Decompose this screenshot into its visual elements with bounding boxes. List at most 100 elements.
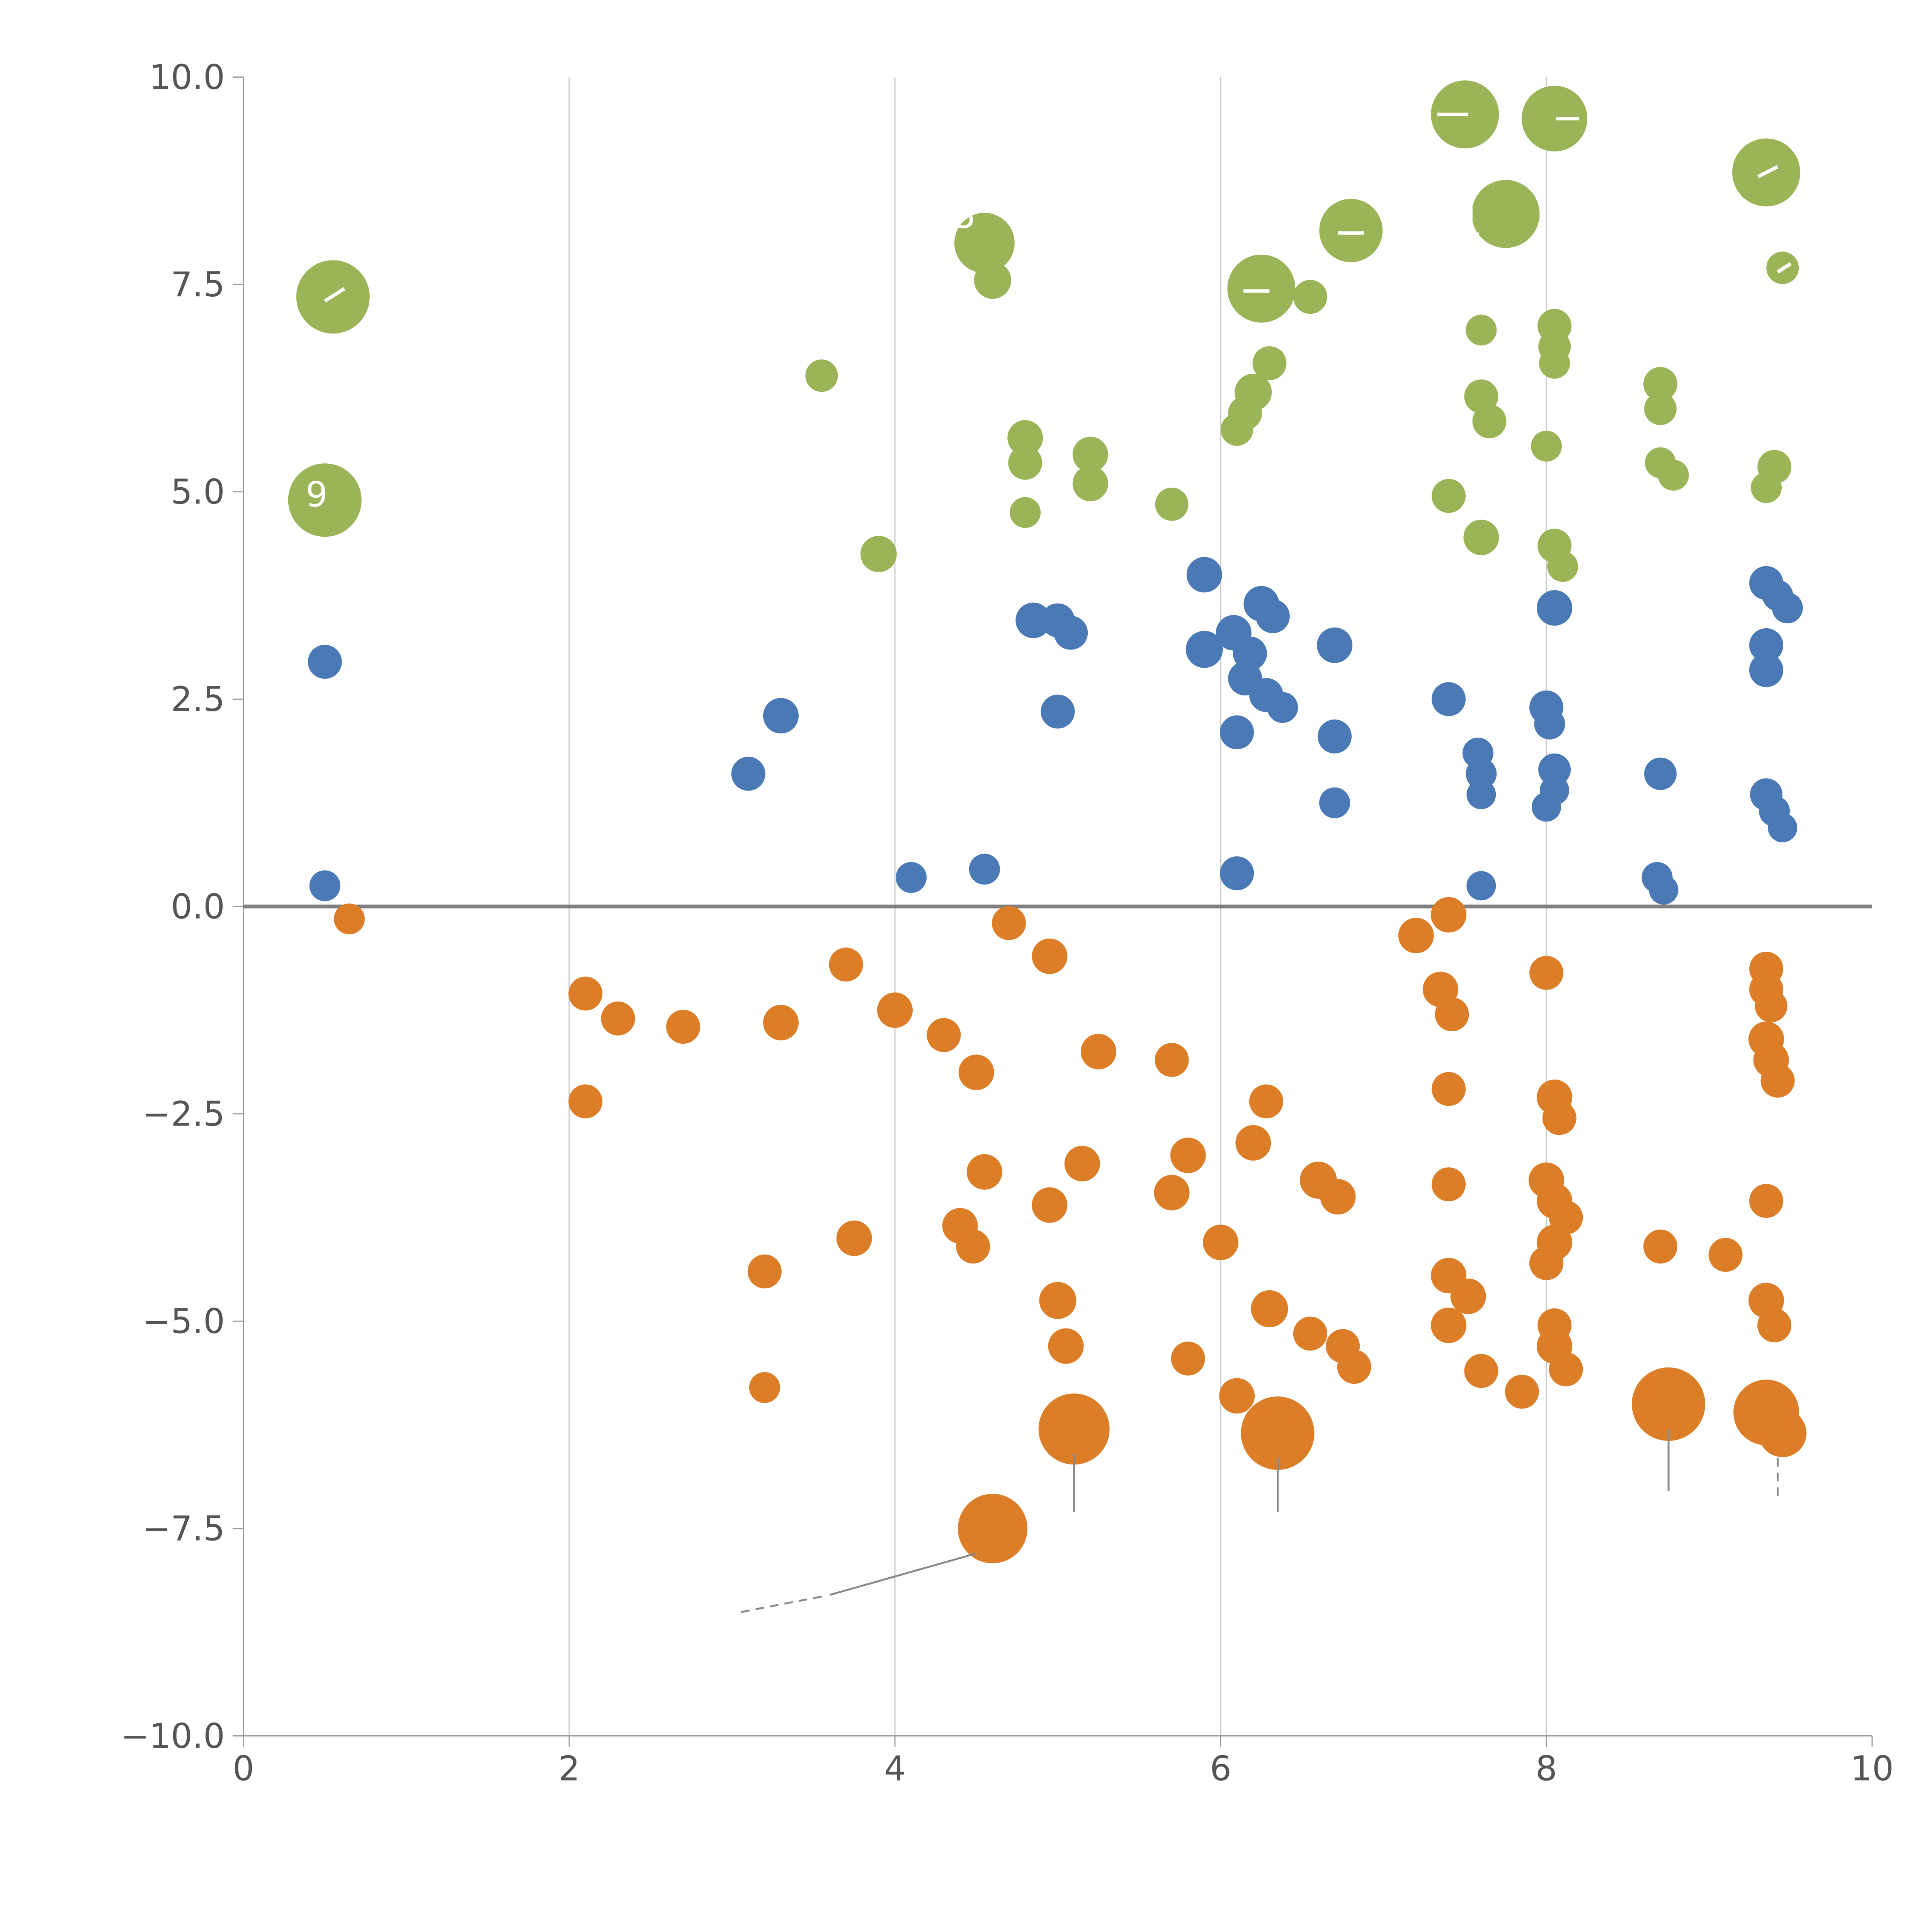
data-point-group-green bbox=[1658, 459, 1689, 491]
data-point-group-orange bbox=[1435, 997, 1469, 1032]
data-point-group-orange bbox=[1632, 1367, 1706, 1441]
data-point-group-orange bbox=[1171, 1341, 1205, 1376]
data-point-group-orange bbox=[966, 1154, 1002, 1190]
data-point-group-green bbox=[1547, 551, 1578, 582]
data-point-group-blue bbox=[1185, 631, 1223, 668]
data-point-group-orange bbox=[1154, 1175, 1190, 1211]
data-point-group-orange bbox=[1219, 1378, 1255, 1414]
data-point-group-orange bbox=[1039, 1282, 1077, 1319]
data-point-group-green bbox=[1463, 519, 1499, 555]
data-point-group-blue bbox=[1041, 694, 1075, 729]
data-point-group-blue bbox=[1220, 856, 1254, 891]
data-point-group-orange bbox=[1749, 1184, 1784, 1218]
data-point-group-orange bbox=[836, 1220, 872, 1256]
data-point-group-orange bbox=[1080, 1034, 1116, 1070]
data-point-group-blue bbox=[896, 862, 927, 893]
data-point-group-orange bbox=[1757, 1308, 1792, 1342]
data-point-group-orange bbox=[747, 1254, 782, 1289]
data-point-group-blue bbox=[1768, 813, 1798, 843]
data-point-group-orange bbox=[1038, 1393, 1110, 1465]
data-point-group-blue bbox=[1749, 653, 1784, 687]
data-point-group-green bbox=[974, 262, 1011, 299]
data-point-group-orange bbox=[1432, 1167, 1466, 1202]
data-point-group-orange bbox=[1542, 1101, 1577, 1135]
data-point-group-blue bbox=[1317, 627, 1353, 663]
y-tick-label: 2.5 bbox=[171, 679, 225, 719]
data-point-group-green bbox=[860, 536, 897, 572]
data-point-group-orange bbox=[1293, 1316, 1327, 1351]
annotation-white-mark bbox=[1757, 165, 1779, 179]
data-point-group-blue bbox=[1255, 599, 1290, 633]
data-point-group-orange bbox=[1464, 1354, 1498, 1388]
data-point-group-orange bbox=[927, 1018, 961, 1052]
data-point-group-green bbox=[1319, 199, 1383, 262]
data-point-group-green bbox=[1643, 367, 1678, 401]
data-point-group-orange bbox=[1249, 1084, 1284, 1119]
annotation-white-mark bbox=[1777, 262, 1792, 274]
y-tick-label: −10.0 bbox=[121, 1716, 225, 1756]
data-point-group-orange bbox=[763, 1005, 799, 1041]
y-tick-label: 10.0 bbox=[149, 57, 225, 97]
data-point-group-green bbox=[954, 213, 1015, 273]
annotation-leader-line bbox=[829, 1552, 977, 1596]
data-point-group-blue bbox=[1054, 616, 1088, 650]
data-point-group-orange bbox=[1032, 1187, 1068, 1223]
data-point-group-orange bbox=[333, 903, 365, 935]
data-point-group-orange bbox=[829, 947, 863, 982]
data-point-group-blue bbox=[1537, 590, 1573, 626]
data-point-group-blue bbox=[1432, 682, 1466, 716]
y-tick-label: −5.0 bbox=[142, 1301, 225, 1341]
data-point-group-blue bbox=[1466, 758, 1497, 789]
data-point-group-blue bbox=[1015, 602, 1051, 638]
data-point-group-blue bbox=[1267, 692, 1298, 723]
data-point-group-green bbox=[1293, 280, 1327, 314]
y-tick-label: −2.5 bbox=[142, 1094, 225, 1134]
data-point-group-orange bbox=[1643, 1230, 1678, 1264]
data-point-group-orange bbox=[1048, 1328, 1084, 1364]
data-point-group-green bbox=[1432, 479, 1466, 513]
data-point-group-orange bbox=[1505, 1374, 1539, 1409]
data-point-group-orange bbox=[1759, 1409, 1807, 1458]
data-point-group-orange bbox=[1755, 990, 1787, 1022]
data-point-group-green bbox=[1221, 413, 1253, 446]
x-tick-label: 2 bbox=[558, 1749, 580, 1789]
data-point-group-orange bbox=[1320, 1179, 1356, 1215]
data-point-group-orange bbox=[1398, 918, 1434, 954]
annotation-label: B1 bbox=[1431, 200, 1482, 245]
data-point-group-blue bbox=[308, 645, 342, 679]
data-point-group-orange bbox=[1431, 897, 1467, 933]
data-point-group-orange bbox=[1708, 1238, 1743, 1272]
data-point-group-orange bbox=[1432, 1072, 1466, 1106]
x-tick-label: 6 bbox=[1210, 1749, 1231, 1789]
data-point-group-green bbox=[1007, 420, 1043, 456]
data-point-group-orange bbox=[1064, 1146, 1100, 1182]
data-point-group-blue bbox=[763, 698, 799, 734]
data-point-group-blue bbox=[969, 854, 1000, 885]
data-point-group-green bbox=[1252, 346, 1287, 381]
data-point-group-orange bbox=[877, 992, 913, 1028]
data-point-group-green bbox=[1010, 497, 1041, 528]
y-tick-label: 0.0 bbox=[171, 887, 225, 927]
data-point-group-orange bbox=[1170, 1137, 1206, 1173]
data-point-group-orange bbox=[1032, 938, 1068, 974]
annotation-leader-line bbox=[735, 1595, 822, 1614]
data-point-group-blue bbox=[1319, 787, 1350, 818]
data-point-group-green bbox=[1531, 430, 1562, 462]
data-point-group-green bbox=[1471, 180, 1540, 248]
y-tick-label: 7.5 bbox=[171, 265, 225, 304]
annotation-label: 9 bbox=[306, 474, 328, 515]
data-point-group-orange bbox=[1529, 956, 1563, 990]
data-point-group-blue bbox=[1772, 592, 1803, 624]
data-point-group-blue bbox=[1318, 719, 1352, 753]
data-point-group-green bbox=[1155, 487, 1189, 521]
data-point-group-blue bbox=[1644, 757, 1677, 790]
data-point-group-orange bbox=[1450, 1278, 1486, 1314]
data-point-group-green bbox=[1008, 446, 1043, 480]
y-tick-label: 5.0 bbox=[171, 472, 225, 512]
data-point-group-green bbox=[1472, 404, 1507, 439]
data-point-group-green bbox=[288, 463, 362, 537]
data-point-group-orange bbox=[1203, 1225, 1238, 1260]
data-point-group-orange bbox=[666, 1010, 701, 1044]
